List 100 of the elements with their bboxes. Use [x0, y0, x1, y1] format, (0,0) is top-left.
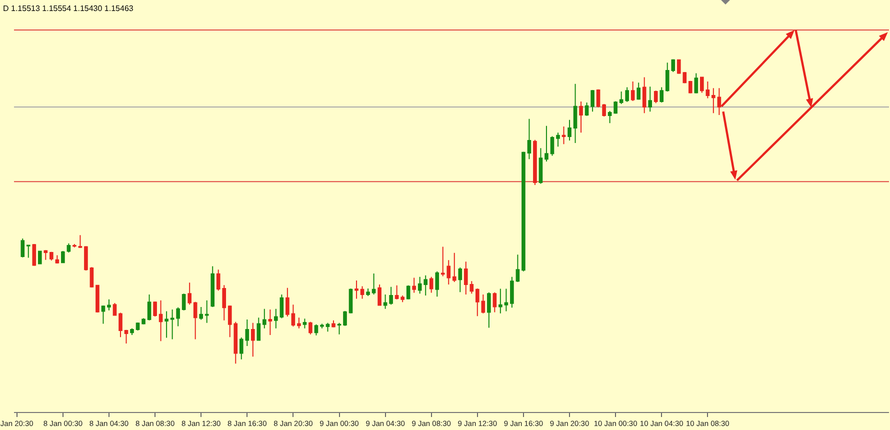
candlestick — [72, 244, 76, 248]
candlestick — [383, 294, 388, 310]
candlestick — [527, 118, 532, 160]
candlestick — [522, 151, 526, 272]
candlestick — [250, 322, 255, 358]
candlestick — [573, 83, 578, 144]
candlestick — [38, 250, 42, 265]
candlestick — [458, 266, 462, 293]
candlestick — [712, 88, 716, 114]
candlestick — [394, 284, 399, 300]
candlestick — [481, 294, 486, 314]
candlestick — [337, 322, 342, 335]
candlestick — [602, 103, 606, 117]
candlestick — [412, 277, 416, 294]
candlestick — [32, 244, 36, 266]
candlestick — [596, 88, 600, 108]
candlestick — [688, 80, 692, 94]
candlestick — [130, 328, 134, 336]
candlestick — [630, 80, 635, 102]
candlestick — [516, 254, 520, 283]
candlestick — [642, 76, 646, 114]
candlestick — [44, 250, 48, 260]
candlestick — [343, 310, 347, 326]
candlestick — [107, 298, 111, 311]
candlestick — [348, 288, 353, 314]
candlestick — [366, 288, 370, 297]
candlestick — [291, 304, 296, 327]
candlestick — [124, 329, 128, 344]
candlestick — [614, 100, 618, 114]
candlestick — [20, 238, 25, 258]
candlestick — [158, 300, 163, 342]
candlestick — [26, 244, 30, 258]
candlestick — [492, 292, 497, 313]
candlestick — [475, 288, 480, 317]
candlestick — [706, 80, 710, 99]
candlestick — [556, 132, 560, 148]
candlestick — [590, 89, 594, 112]
candlestick — [584, 102, 589, 116]
candlestick — [372, 273, 376, 296]
candlestick — [660, 86, 664, 103]
candlestick — [389, 286, 393, 306]
candlestick — [118, 312, 122, 338]
candlestick — [142, 318, 146, 325]
candlestick — [50, 251, 54, 261]
candlestick — [262, 308, 266, 329]
candlestick — [210, 266, 215, 308]
candlestick — [55, 254, 60, 264]
candlestick — [274, 308, 278, 329]
candlestick — [280, 294, 284, 319]
candlestick — [717, 88, 722, 116]
candlestick — [400, 294, 404, 303]
candlestick — [498, 288, 502, 314]
candlestick — [354, 280, 358, 300]
candlestick — [538, 148, 543, 184]
candlestick — [648, 86, 652, 112]
candlestick — [608, 110, 612, 124]
candlestick — [550, 136, 554, 156]
candlestick — [204, 300, 209, 324]
candlestick — [320, 323, 324, 329]
candlestick — [112, 302, 117, 316]
candlestick — [268, 308, 272, 336]
candlestick — [332, 320, 336, 328]
candlestick — [562, 126, 566, 145]
candlestick — [61, 250, 65, 264]
candlestick — [153, 301, 157, 317]
candlestick — [182, 293, 186, 311]
candlestick — [452, 252, 456, 283]
candlestick — [429, 276, 434, 294]
candlestick — [308, 321, 312, 335]
candlestick — [625, 86, 629, 102]
candlestick — [435, 270, 440, 298]
candlestick — [504, 288, 508, 312]
candlestick — [378, 284, 382, 306]
candlestick — [544, 125, 548, 162]
candlestick — [188, 282, 192, 306]
candlestick — [700, 76, 704, 94]
candlestick — [360, 286, 364, 300]
candlestick — [694, 72, 698, 94]
candlestick — [533, 139, 537, 186]
candlestick — [84, 246, 88, 271]
candlestick — [136, 322, 140, 331]
text: D 1.15513 1.15554 1.15430 1.15463 — [3, 4, 134, 13]
candlestick — [636, 82, 640, 100]
candlestick — [101, 304, 106, 324]
candlestick — [297, 317, 301, 329]
candlestick — [619, 91, 624, 104]
candlestick — [170, 308, 174, 340]
candlestick — [406, 284, 410, 300]
candlestick — [164, 310, 168, 338]
candlestick — [256, 317, 261, 342]
candlestick — [147, 294, 152, 321]
candlestick — [66, 242, 71, 254]
candlestick — [90, 266, 94, 288]
candlestick — [193, 301, 198, 340]
candlestick — [286, 287, 290, 317]
candlestick — [568, 119, 572, 142]
candlestick — [199, 306, 203, 320]
candlestick — [326, 322, 330, 332]
candlestick — [487, 292, 491, 328]
candlestick — [96, 284, 100, 313]
